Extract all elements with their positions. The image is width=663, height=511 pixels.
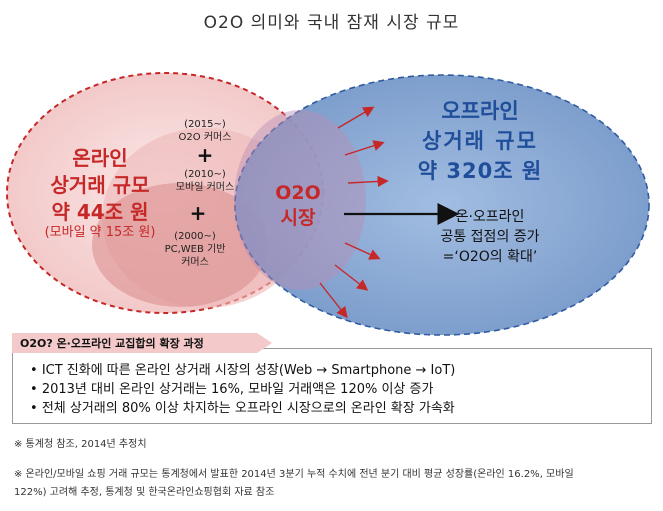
- plus-sign-1: +: [196, 143, 214, 167]
- box-title-tab: [12, 333, 272, 353]
- stage-2015-year: (2015~): [184, 119, 226, 130]
- footnote-method-cont: 122%) 고려해 추정, 통계청 및 한국온라인쇼핑협회 자료 참조: [14, 487, 275, 498]
- diagram-title: O2O 의미와 국내 잠재 시장 규모: [203, 13, 460, 33]
- expansion-arrows: [319, 106, 389, 319]
- o2o-label-2: 시장: [280, 207, 316, 229]
- online-mobile-sub: (모바일 약 15조 원): [44, 225, 156, 240]
- offline-label-1: 오프라인: [441, 99, 519, 123]
- bullet-item: • 전체 상거래의 80% 이상 차지하는 오프라인 시장으로의 온라인 확장 …: [30, 401, 455, 416]
- footnote-method: ※ 온라인/모바일 쇼핑 거래 규모는 통계청에서 발표한 2014년 3분기 …: [14, 469, 574, 480]
- online-label-1: 온라인: [72, 146, 128, 170]
- online-label-2: 상거래 규모: [50, 173, 150, 197]
- box-title: O2O? 온·오프라인 교집합의 확장 과정: [20, 337, 204, 350]
- offline-note-3: =‘O2O의 확대’: [442, 249, 538, 265]
- stage-2015-name: O2O 커머스: [178, 132, 232, 143]
- stage-2000-year: (2000~): [174, 231, 216, 242]
- bullet-item: • 2013년 대비 온라인 상거래는 16%, 모바일 거래액은 120% 이…: [30, 382, 434, 397]
- offline-note-1: 온·오프라인: [455, 209, 525, 225]
- stage-circle-pc: [92, 183, 268, 307]
- offline-label-3: 약 320조 원: [417, 159, 543, 183]
- stage-2010-year: (2010~): [184, 169, 226, 180]
- venn-diagram: [6, 72, 650, 336]
- stage-2000-name-2: 커머스: [181, 257, 209, 268]
- description-box: [12, 348, 652, 424]
- offline-label-2: 상거래 규모: [422, 129, 538, 153]
- bullet-item: • ICT 진화에 따른 온라인 상거래 시장의 성장(Web → Smartp…: [30, 363, 456, 378]
- offline-note-2: 공통 접점의 증가: [440, 229, 540, 245]
- o2o-label-1: O2O: [275, 182, 321, 204]
- online-label-3: 약 44조 원: [51, 200, 149, 224]
- footnote-source: ※ 통계청 참조, 2014년 추정치: [14, 439, 147, 450]
- plus-sign-2: +: [189, 201, 207, 225]
- o2o-intersection: [234, 110, 366, 290]
- stage-2010-name: 모바일 커머스: [175, 182, 235, 193]
- stage-2000-name-1: PC,WEB 기반: [164, 244, 226, 255]
